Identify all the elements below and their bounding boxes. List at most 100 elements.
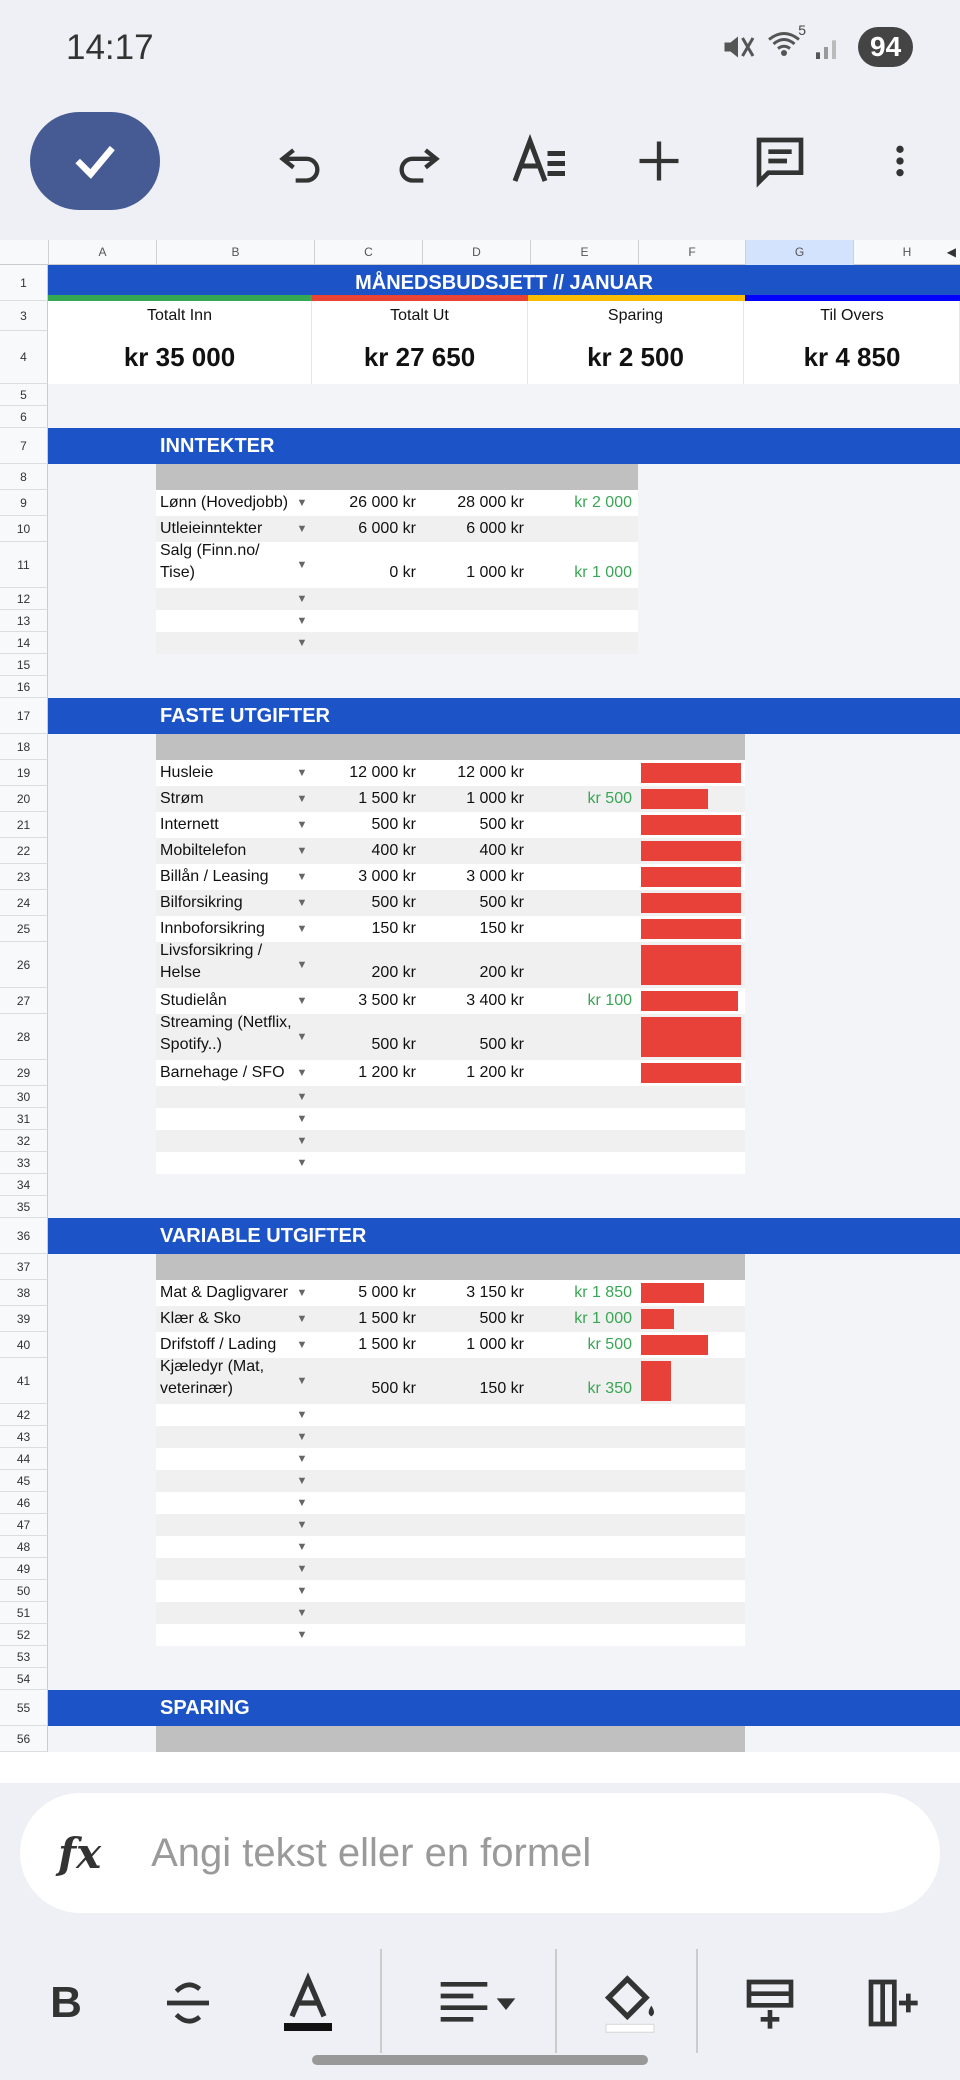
table-header-cell[interactable] [314,1726,422,1752]
row-number[interactable]: 10 [0,516,48,542]
row-number[interactable]: 27 [0,988,48,1014]
row-number[interactable]: 38 [0,1280,48,1306]
column-header-d[interactable]: D [422,240,530,265]
planned-cell[interactable]: 0 kr [389,564,416,581]
row-number[interactable]: 4 [0,331,48,384]
row-number[interactable]: 5 [0,384,48,406]
remaining-cell[interactable]: kr 1 850 [574,1284,632,1301]
row-number[interactable]: 19 [0,760,48,786]
budget-cell[interactable]: 500 kr [371,894,416,911]
summary-label[interactable]: Til Overs [745,301,960,331]
row-number[interactable]: 37 [0,1254,48,1280]
remaining-cell[interactable] [530,864,638,890]
summary-value[interactable]: kr 2 500 [528,331,744,384]
row-number[interactable]: 48 [0,1536,48,1558]
budget-cell[interactable]: 3 000 kr [358,868,416,885]
dropdown-arrow-icon[interactable]: ▼ [296,1375,308,1387]
difference-cell[interactable]: kr 1 000 [574,564,632,581]
table-header-cell[interactable] [314,1254,422,1280]
category-cell[interactable]: Lønn (Hovedjobb) [160,494,289,511]
category-cell[interactable]: Strøm [160,790,204,807]
text-color-button[interactable] [268,1963,348,2043]
remaining-cell[interactable] [530,942,638,988]
remaining-cell[interactable]: kr 100 [587,992,632,1009]
actual-cell[interactable]: 500 kr [479,1036,524,1053]
actual-cell[interactable]: 150 kr [479,1380,524,1397]
dropdown-arrow-icon[interactable]: ▼ [296,637,308,649]
actual-cell[interactable]: 1 200 kr [466,1064,524,1081]
row-number[interactable]: 55 [0,1690,48,1726]
actual-cell[interactable]: 3 400 kr [466,992,524,1009]
dropdown-arrow-icon[interactable]: ▼ [296,1475,308,1487]
dropdown-arrow-icon[interactable]: ▼ [296,845,308,857]
budget-cell[interactable]: 3 500 kr [358,992,416,1009]
column-header-c[interactable]: C [314,240,422,265]
actual-cell[interactable]: 200 kr [479,964,524,981]
row-number[interactable]: 8 [0,464,48,490]
table-header-cell[interactable] [156,1254,264,1280]
insert-column-button[interactable] [852,1963,932,2043]
category-cell[interactable]: Barnehage / SFO [160,1064,285,1081]
text-format-button[interactable] [505,126,575,196]
dropdown-arrow-icon[interactable]: ▼ [296,1313,308,1325]
row-number[interactable]: 30 [0,1086,48,1108]
row-number[interactable]: 7 [0,428,48,464]
category-cell[interactable]: Husleie [160,764,214,781]
spreadsheet-grid[interactable]: A B C D E F G H ◀ 1 MÅNEDSBUDSJETT // JANUAR 3 Tota… [0,240,960,1783]
remaining-cell[interactable]: kr 1 000 [574,1310,632,1327]
category-cell[interactable]: Livsforsikring / Helse [160,942,263,981]
column-header-h[interactable]: H [853,240,960,265]
dropdown-arrow-icon[interactable]: ▼ [296,1157,308,1169]
dropdown-arrow-icon[interactable]: ▼ [296,1629,308,1641]
actual-cell[interactable]: 1 000 kr [466,1336,524,1353]
row-number[interactable]: 25 [0,916,48,942]
row-number[interactable]: 13 [0,610,48,632]
category-cell[interactable]: Salg (Finn.no/ Tise) [160,542,260,581]
remaining-cell[interactable] [530,1014,638,1060]
row-number[interactable]: 22 [0,838,48,864]
category-cell[interactable]: Mat & Dagligvarer [160,1284,289,1301]
row-number[interactable]: 15 [0,654,48,676]
remaining-cell[interactable] [530,1060,638,1086]
row-number[interactable]: 47 [0,1514,48,1536]
row-number[interactable]: 44 [0,1448,48,1470]
column-header-f[interactable]: F [638,240,745,265]
comment-button[interactable] [745,126,815,196]
budget-cell[interactable]: 500 kr [371,816,416,833]
budget-cell[interactable]: 1 200 kr [358,1064,416,1081]
dropdown-arrow-icon[interactable]: ▼ [296,1541,308,1553]
category-cell[interactable]: Streaming (Netflix, Spotify..) [160,1014,292,1053]
dropdown-arrow-icon[interactable]: ▼ [296,923,308,935]
table-header-cell[interactable] [638,1254,746,1280]
dropdown-arrow-icon[interactable]: ▼ [296,1607,308,1619]
category-cell[interactable]: Kjæledyr (Mat, veterinær) [160,1358,265,1397]
row-number[interactable]: 34 [0,1174,48,1196]
dropdown-arrow-icon[interactable]: ▼ [296,959,308,971]
budget-cell[interactable]: 150 kr [371,920,416,937]
undo-button[interactable] [265,126,335,196]
category-cell[interactable]: Drifstoff / Lading [160,1336,277,1353]
category-cell[interactable]: Bilforsikring [160,894,243,911]
row-number[interactable]: 45 [0,1470,48,1492]
table-header-cell[interactable] [422,1254,530,1280]
dropdown-arrow-icon[interactable]: ▼ [296,1113,308,1125]
formula-input[interactable]: fx Angi tekst eller en formel [20,1793,940,1913]
difference-cell[interactable] [530,516,638,542]
table-header-cell[interactable] [422,464,530,490]
summary-value[interactable]: kr 4 850 [745,331,960,384]
budget-cell[interactable]: 500 kr [371,1036,416,1053]
align-button[interactable] [428,1963,528,2043]
actual-cell[interactable]: 500 kr [479,894,524,911]
insert-row-button[interactable] [730,1963,810,2043]
row-number[interactable]: 12 [0,588,48,610]
row-number[interactable]: 28 [0,1014,48,1060]
dropdown-arrow-icon[interactable]: ▼ [296,1067,308,1079]
redo-button[interactable] [384,126,454,196]
actual-cell[interactable]: 150 kr [479,920,524,937]
row-number[interactable]: 46 [0,1492,48,1514]
budget-cell[interactable]: 400 kr [371,842,416,859]
column-header-b[interactable]: B [156,240,314,265]
dropdown-arrow-icon[interactable]: ▼ [296,1585,308,1597]
remaining-cell[interactable] [530,838,638,864]
table-header-cell[interactable] [530,734,638,760]
